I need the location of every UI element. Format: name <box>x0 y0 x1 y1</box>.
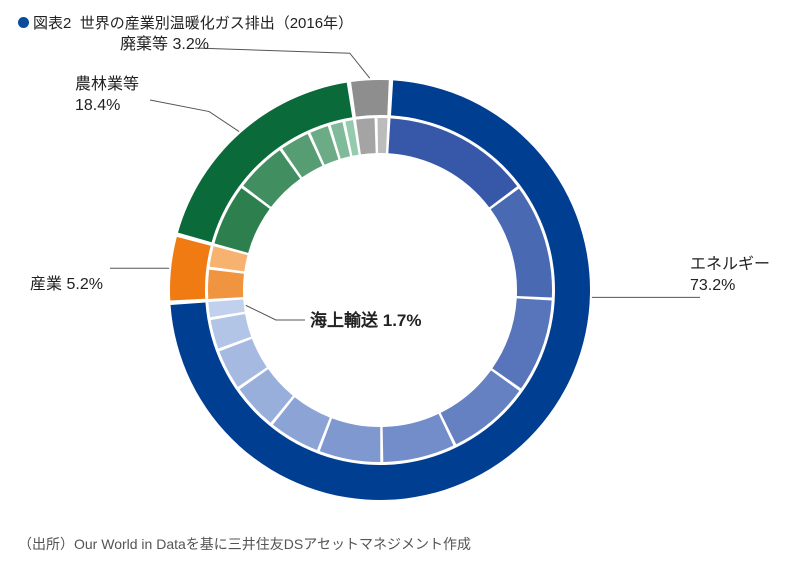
inner-energy-10 <box>208 300 244 318</box>
label-energy: エネルギー 73.2% <box>690 255 770 297</box>
inner-waste-1 <box>378 118 388 153</box>
chart-source: （出所）Our World in Dataを基に三井住友DSアセットマネジメント… <box>18 534 471 554</box>
label-agriculture: 農林業等 18.4% <box>75 75 139 117</box>
label-industry: 産業 5.2% <box>30 275 103 296</box>
inner-waste-0 <box>356 118 376 154</box>
inner-energy-5 <box>320 418 381 462</box>
label-waste: 廃棄等 3.2% <box>120 35 209 56</box>
label-marine: 海上輸送 1.7% <box>310 310 421 332</box>
inner-industry-0 <box>208 270 244 299</box>
outer-waste <box>351 80 389 117</box>
outer-industry <box>170 237 211 301</box>
